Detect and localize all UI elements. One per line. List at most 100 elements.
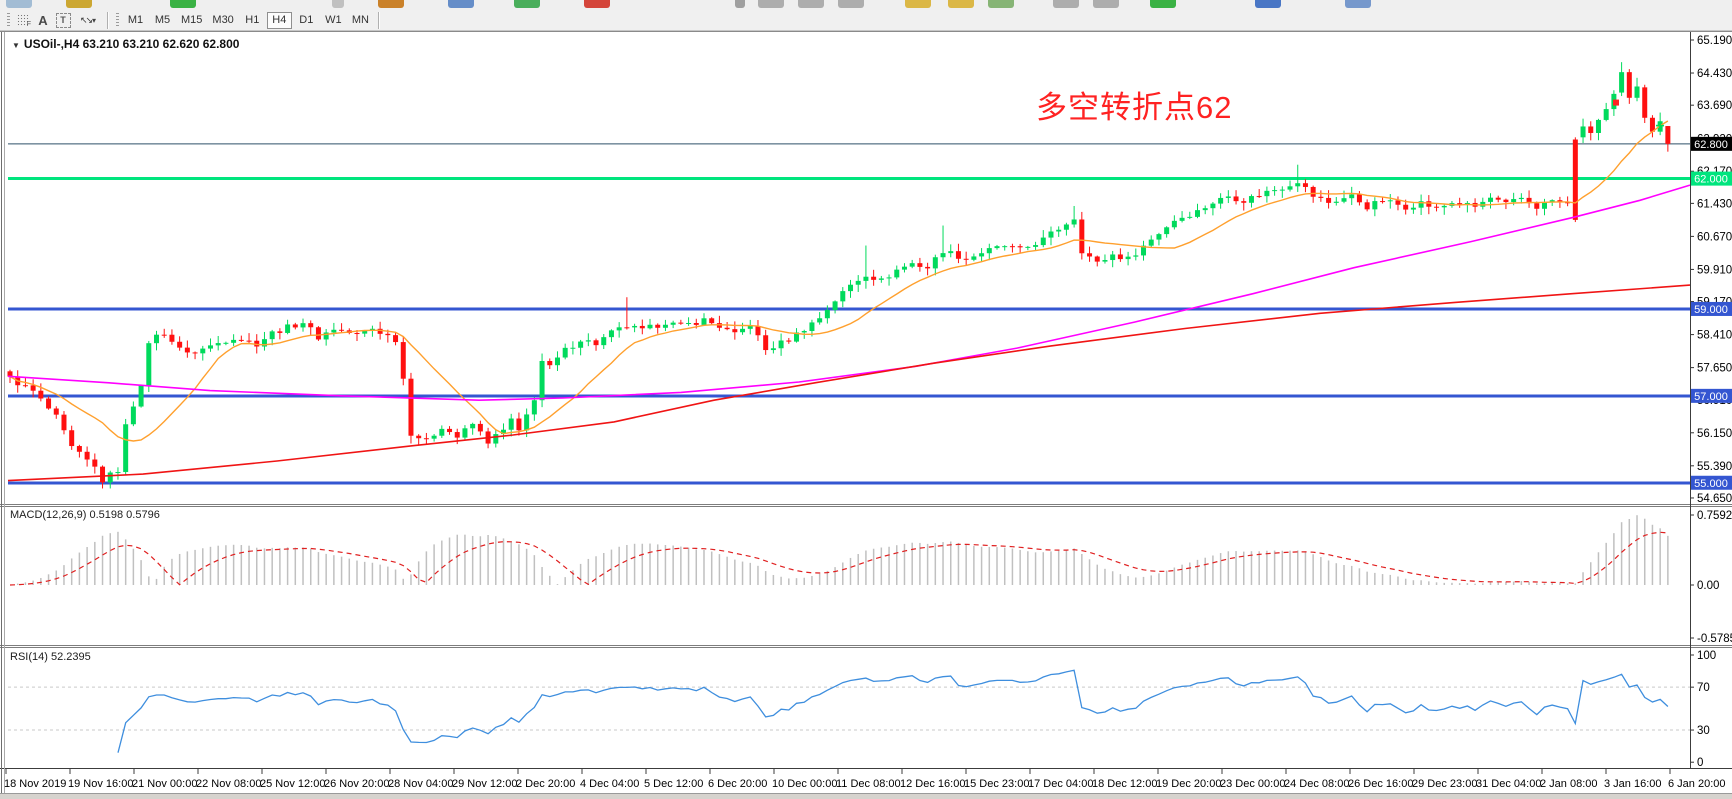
price-tick-label: 58.410: [1697, 330, 1732, 342]
current-price-box: [1691, 136, 1732, 151]
toolbar-icon-fragment[interactable]: [378, 0, 404, 8]
time-tick-label: 22 Nov 08:00: [196, 778, 261, 790]
time-tick-label: 26 Nov 20:00: [324, 778, 389, 790]
timeframe-button-m30[interactable]: M30: [208, 12, 237, 29]
toolbar-icon-fragment[interactable]: [332, 0, 344, 8]
toolbar-icon-fragment[interactable]: [66, 0, 92, 8]
candlesticks: [7, 62, 1671, 489]
toolbar-icon-fragment[interactable]: [1345, 0, 1371, 8]
ohlc-readout: 63.210 63.210 62.620 62.800: [82, 37, 240, 51]
price-box-55.000: [1691, 475, 1732, 490]
timeframe-button-m5[interactable]: M5: [150, 12, 175, 29]
toolbar-icon-fragment[interactable]: [1150, 0, 1176, 8]
chart-annotation-text[interactable]: 多空转折点62: [1036, 90, 1233, 125]
price-tick-label: 55.390: [1697, 461, 1732, 473]
toolbar-icon-fragment[interactable]: [170, 0, 196, 8]
macd-histogram: [16, 515, 1669, 585]
time-tick-label: 25 Nov 12:00: [260, 778, 325, 790]
time-tick-label: 29 Dec 23:00: [1412, 778, 1477, 790]
price-box-62.000: [1691, 171, 1732, 186]
toolbar-icon-fragment[interactable]: [798, 0, 824, 8]
time-tick-label: 10 Dec 00:00: [772, 778, 837, 790]
rsi-label: RSI(14) 52.2395: [10, 651, 91, 663]
horizontal-lines[interactable]: [8, 143, 1690, 485]
toolbar-icon-fragment[interactable]: [514, 0, 540, 8]
timeframe-button-d1[interactable]: D1: [294, 12, 319, 29]
toolbar-icon-fragment[interactable]: [905, 0, 931, 8]
f-subscript-label: F: [26, 21, 31, 28]
toolbar-grip[interactable]: [116, 13, 119, 27]
time-tick-label: 18 Nov 2019: [4, 778, 66, 790]
toolbar-icon-fragment[interactable]: [1053, 0, 1079, 8]
timeframe-button-h4[interactable]: H4: [266, 11, 292, 29]
toolbar-icon-fragment[interactable]: [988, 0, 1014, 8]
rsi-line: [117, 669, 1669, 753]
toolbar-grip[interactable]: [7, 13, 10, 27]
time-tick-label: 5 Dec 12:00: [644, 778, 703, 790]
time-tick-label: 28 Nov 04:00: [388, 778, 453, 790]
price-tick-label: 65.190: [1697, 35, 1732, 47]
time-tick-label: 6 Dec 20:00: [708, 778, 767, 790]
price-tick-label: 54.650: [1697, 493, 1732, 505]
toolbar-icon-fragment[interactable]: [448, 0, 474, 8]
toolbar-icon-fragment[interactable]: [735, 0, 745, 8]
svg-text:59.000: 59.000: [1694, 304, 1728, 316]
text-label-tool-button[interactable]: A: [33, 11, 53, 29]
price-tick-label: 56.150: [1697, 428, 1732, 440]
time-tick-label: 23 Dec 00:00: [1220, 778, 1285, 790]
symbol-period-label: USOil-,H4: [23, 37, 80, 51]
chart-canvas[interactable]: 65.19064.43063.69062.92062.17061.43060.6…: [0, 32, 1732, 799]
chart-title: ▼ USOil-,H4 63.210 63.210 62.620 62.800: [12, 37, 239, 51]
ma-slow-line: [7, 284, 1691, 482]
periodicity-buttons: M1 M5 M15 M30 H1 H4 D1 W1 MN: [122, 11, 374, 29]
time-tick-label: 11 Dec 08:00: [836, 778, 901, 790]
timeframe-button-m15[interactable]: M15: [177, 12, 206, 29]
toolbar-icon-fragment[interactable]: [1093, 0, 1119, 8]
macd-signal-line: [9, 531, 1668, 586]
window-bottom-edge: [0, 793, 1732, 799]
text-box-tool-button[interactable]: T: [53, 11, 73, 29]
chevron-down-icon: ▾: [92, 15, 97, 25]
ma-mid-line: [7, 184, 1691, 402]
timeframe-button-mn[interactable]: MN: [348, 12, 373, 29]
time-tick-label: 18 Dec 12:00: [1092, 778, 1157, 790]
toolbar-icon-fragment[interactable]: [1255, 0, 1281, 8]
rsi-tick-label: 0: [1697, 757, 1703, 769]
timeframe-button-w1[interactable]: W1: [321, 12, 346, 29]
toolbar-separator: [377, 11, 380, 29]
letter-t-dashed-icon: T: [55, 12, 71, 28]
macd-tick-label: -0.5785: [1697, 633, 1732, 645]
price-axis: 65.19064.43063.69062.92062.17061.43060.6…: [1690, 35, 1732, 769]
marker-square[interactable]: [1613, 99, 1619, 106]
time-tick-label: 19 Dec 20:00: [1156, 778, 1221, 790]
chart-window[interactable]: 65.19064.43063.69062.92062.17061.43060.6…: [0, 31, 1732, 799]
price-box-57.000: [1691, 388, 1732, 403]
svg-text:62.800: 62.800: [1694, 139, 1728, 151]
rsi-tick-label: 70: [1697, 682, 1710, 694]
svg-text:55.000: 55.000: [1694, 478, 1728, 490]
toolbar-separator: [107, 11, 109, 29]
toolbar-icon-fragment[interactable]: [758, 0, 784, 8]
timeframe-button-h1[interactable]: H1: [240, 12, 265, 29]
dotted-grid-icon: [17, 14, 29, 26]
toolbar-icon-fragment[interactable]: [838, 0, 864, 8]
macd-label: MACD(12,26,9) 0.5198 0.5796: [10, 509, 160, 521]
macd-tick-label: 0.7592: [1697, 510, 1732, 522]
timeframe-button-m1[interactable]: M1: [123, 12, 148, 29]
price-tick-label: 60.670: [1697, 231, 1732, 243]
time-tick-label: 17 Dec 04:00: [1028, 778, 1093, 790]
toolbar-icon-fragment[interactable]: [948, 0, 974, 8]
symbol-dropdown-icon[interactable]: ▼: [12, 41, 20, 50]
time-tick-label: 12 Dec 16:00: [900, 778, 965, 790]
arrows-icon: ↖↘: [79, 14, 93, 25]
fibonacci-grid-tool-button[interactable]: F: [13, 11, 33, 29]
letter-a-icon: A: [38, 12, 48, 28]
toolbar-icon-fragment[interactable]: [6, 0, 32, 8]
toolbar-icon-fragment[interactable]: [584, 0, 610, 8]
price-tick-label: 57.650: [1697, 363, 1732, 375]
arrows-tool-button[interactable]: ↖↘ ▾: [73, 11, 103, 29]
time-tick-label: 2 Jan 08:00: [1540, 778, 1598, 790]
time-tick-label: 15 Dec 23:00: [964, 778, 1029, 790]
time-tick-label: 29 Nov 12:00: [452, 778, 517, 790]
